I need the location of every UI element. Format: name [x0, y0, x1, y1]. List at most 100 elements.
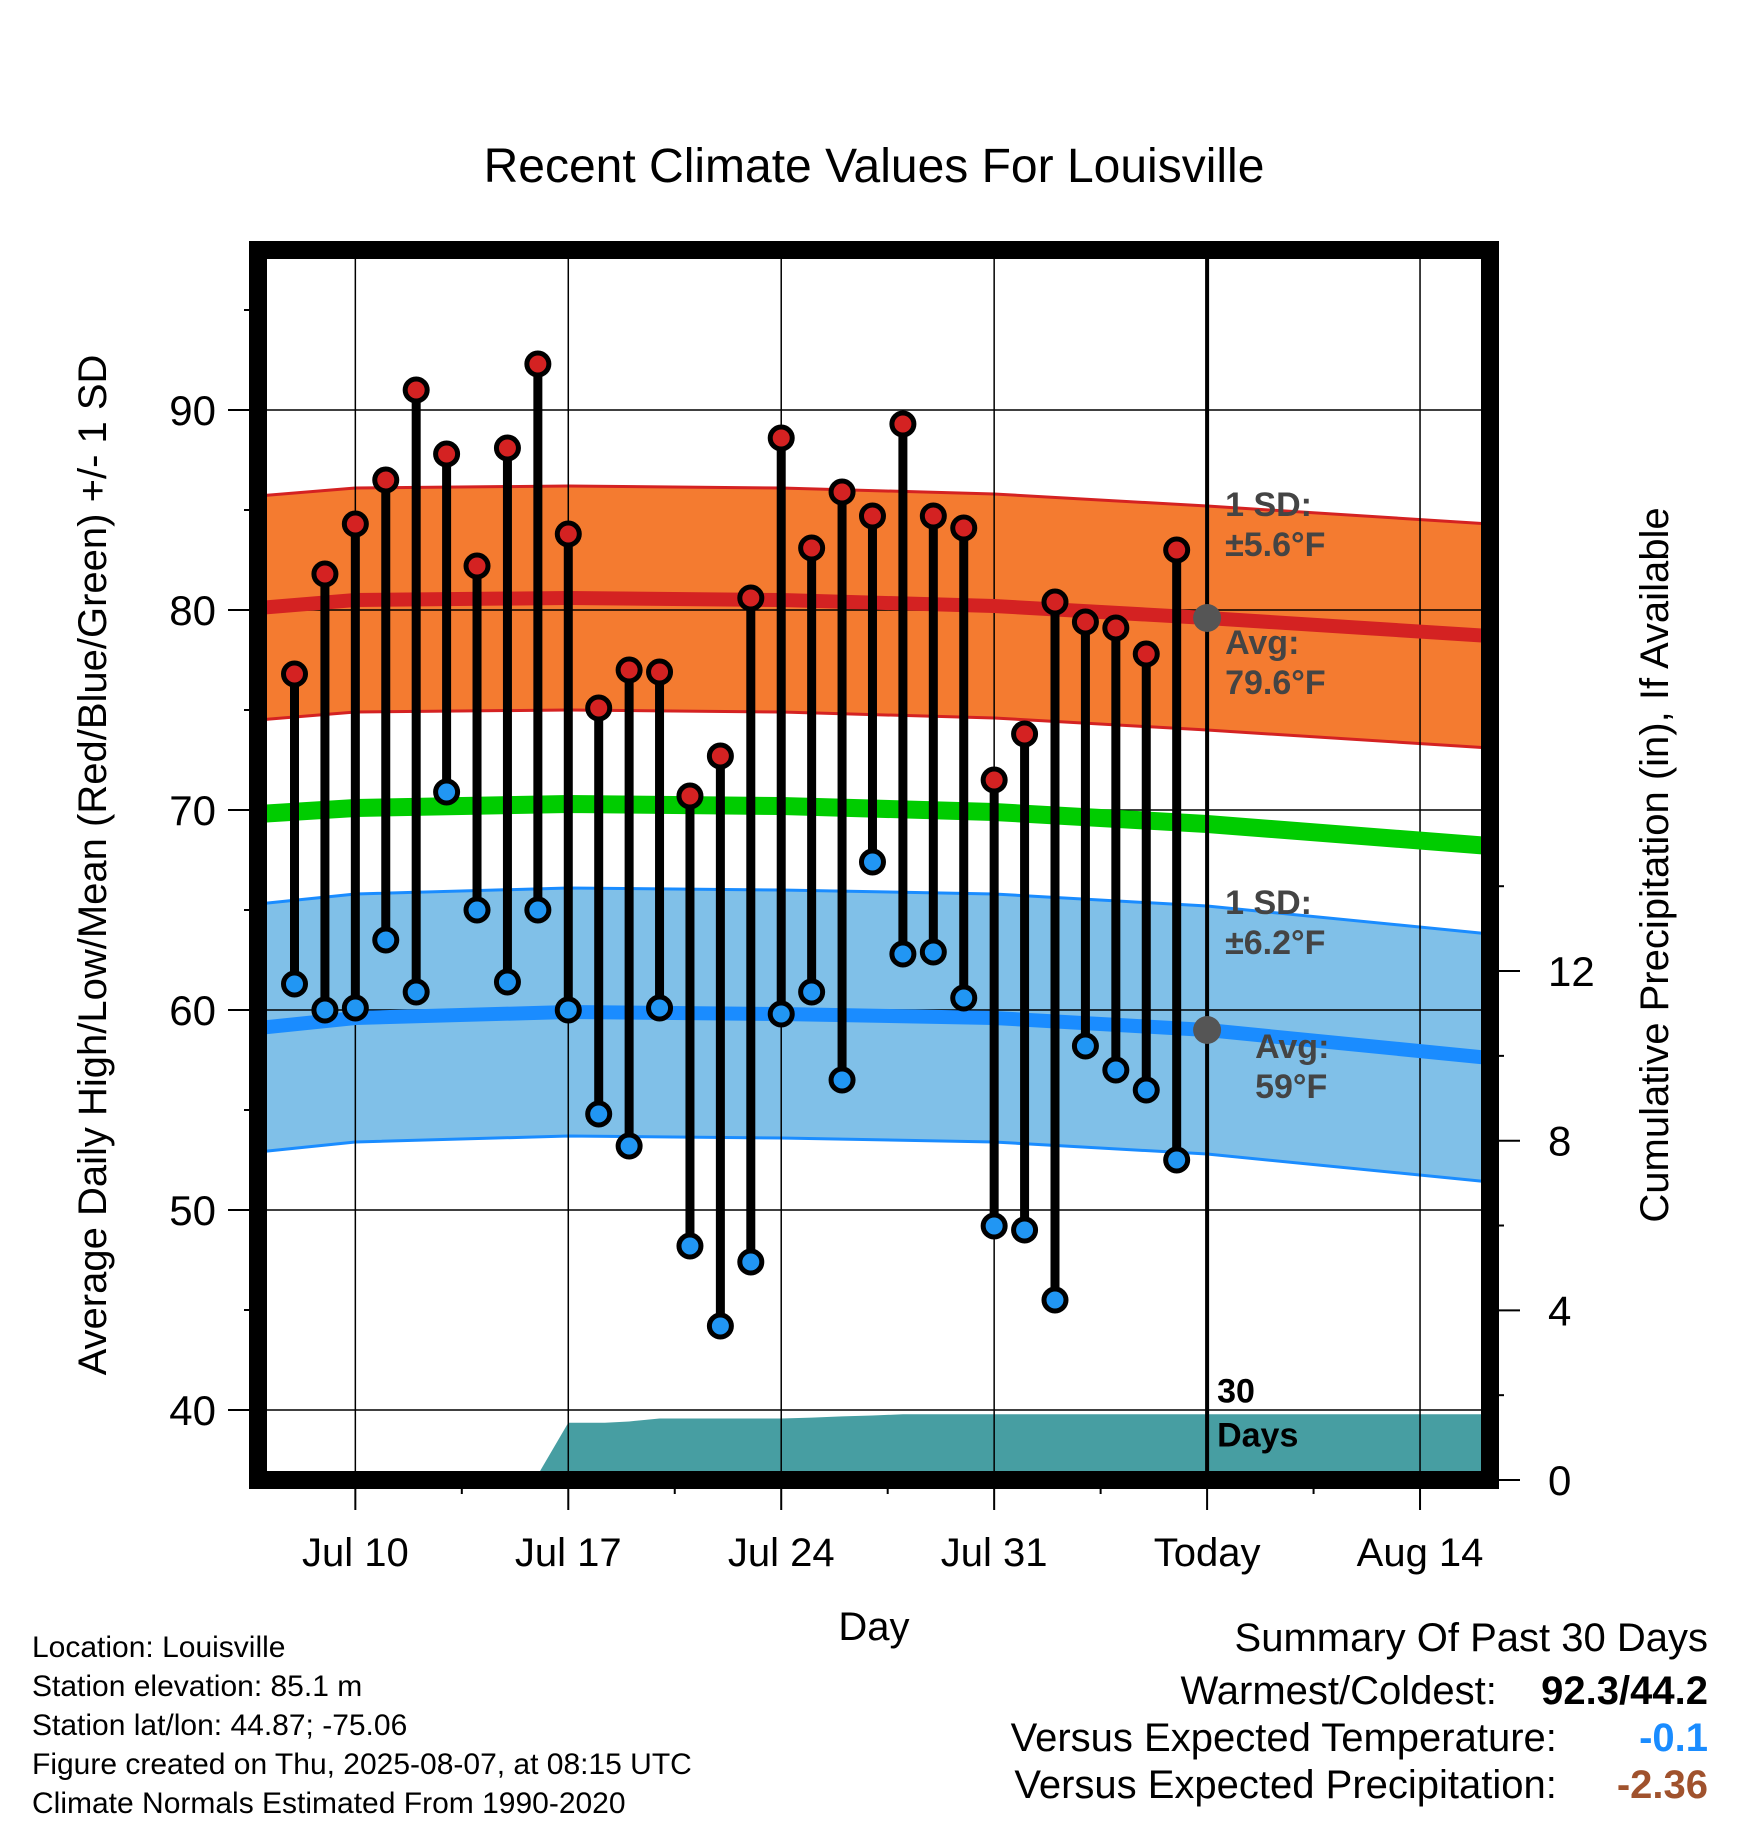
high-point — [463, 552, 491, 580]
high-point — [1041, 588, 1069, 616]
low-point — [1132, 1076, 1160, 1104]
summary-temp-value: -0.1 — [1639, 1716, 1708, 1760]
summary-precip-row: Versus Expected Precipitation: -2.36 — [1011, 1763, 1708, 1808]
annotation-high-avg-line: 79.6°F — [1225, 664, 1326, 702]
info-created: Figure created on Thu, 2025-08-07, at 08… — [32, 1748, 692, 1781]
low-point — [341, 994, 369, 1022]
low-point — [828, 1066, 856, 1094]
high-point — [1102, 614, 1130, 642]
low-point — [281, 970, 309, 998]
annotation-high-sd-line: 1 SD: — [1225, 486, 1312, 524]
annotation-days-line: 30 — [1217, 1372, 1255, 1410]
low-point — [1163, 1146, 1191, 1174]
high-point — [980, 766, 1008, 794]
high-point — [919, 502, 947, 530]
y-tick-label: 70 — [169, 787, 216, 834]
y-tick-label: 60 — [169, 987, 216, 1034]
high-point — [1071, 608, 1099, 636]
low-point — [1041, 1286, 1069, 1314]
annotation-low-avg-line: 59°F — [1255, 1068, 1327, 1106]
today-avg-low-marker — [1193, 1016, 1222, 1044]
x-tick-label: Jul 31 — [941, 1531, 1048, 1575]
low-point — [737, 1248, 765, 1276]
high-point — [889, 410, 917, 438]
x-tick-label: Jul 17 — [515, 1531, 622, 1575]
precip-area — [258, 1414, 1490, 1480]
summary-title: Summary Of Past 30 Days — [1234, 1616, 1708, 1660]
low-point — [433, 778, 461, 806]
summary-precip-label: Versus Expected Precipitation: — [1014, 1763, 1557, 1807]
low-point — [767, 1000, 795, 1028]
low-point — [858, 848, 886, 876]
low-point — [311, 996, 339, 1024]
low-point — [615, 1132, 643, 1160]
x-axis-label: Day — [838, 1605, 909, 1649]
today-avg-high-marker — [1193, 604, 1222, 632]
info-elevation: Station elevation: 85.1 m — [32, 1670, 363, 1703]
low-point — [463, 896, 491, 924]
high-point — [281, 660, 309, 688]
low-point — [493, 968, 521, 996]
summary-panel: Summary Of Past 30 Days Warmest/Coldest:… — [1011, 1616, 1708, 1808]
precip-tick-label: 0 — [1548, 1457, 1571, 1504]
annotation-low-avg: Avg: 59°F — [1255, 1028, 1329, 1106]
info-location: Location: Louisville — [32, 1631, 286, 1664]
high-point — [828, 478, 856, 506]
annotation-low-sd-line: 1 SD: — [1225, 884, 1312, 922]
low-point — [646, 994, 674, 1022]
high-point — [767, 424, 795, 452]
summary-temp-label: Versus Expected Temperature: — [1010, 1716, 1557, 1760]
high-point — [493, 434, 521, 462]
high-point — [311, 560, 339, 588]
low-point — [402, 978, 430, 1006]
annotation-high-avg: Avg: 79.6°F — [1225, 624, 1326, 702]
summary-warmest-label: Warmest/Coldest: — [1180, 1669, 1497, 1713]
annotation-low-sd: 1 SD: ±6.2°F — [1225, 884, 1325, 962]
low-point — [585, 1100, 613, 1128]
high-point — [524, 350, 552, 378]
summary-precip-value: -2.36 — [1616, 1763, 1708, 1807]
high-point — [585, 694, 613, 722]
annotation-low-sd-line: ±6.2°F — [1225, 924, 1325, 962]
high-point — [798, 534, 826, 562]
high-point — [433, 440, 461, 468]
low-point — [798, 978, 826, 1006]
annotation-days-line: Days — [1217, 1416, 1298, 1454]
low-point — [524, 896, 552, 924]
low-point — [1011, 1216, 1039, 1244]
low-point — [919, 938, 947, 966]
station-info: Location: Louisville Station elevation: … — [32, 1628, 692, 1823]
low-point — [706, 1312, 734, 1340]
high-point — [615, 656, 643, 684]
precip-tick-label: 12 — [1548, 948, 1595, 995]
y-tick-label: 90 — [169, 387, 216, 434]
high-point — [554, 520, 582, 548]
annotation-high-sd: 1 SD: ±5.6°F — [1225, 486, 1325, 564]
y-tick-label: 80 — [169, 587, 216, 634]
low-point — [980, 1212, 1008, 1240]
high-point — [950, 514, 978, 542]
high-point — [372, 466, 400, 494]
chart-title: Recent Climate Values For Louisville — [484, 140, 1265, 193]
annotation-high-sd-line: ±5.6°F — [1225, 526, 1325, 564]
info-normals: Climate Normals Estimated From 1990-2020 — [32, 1787, 626, 1820]
high-point — [1163, 536, 1191, 564]
high-point — [341, 510, 369, 538]
low-point — [554, 996, 582, 1024]
summary-temp-row: Versus Expected Temperature: -0.1 — [1011, 1716, 1708, 1761]
low-point — [676, 1232, 704, 1260]
annotation-high-avg-line: Avg: — [1225, 624, 1299, 662]
high-point — [706, 742, 734, 770]
high-point — [858, 502, 886, 530]
x-tick-label: Aug 14 — [1357, 1531, 1484, 1575]
low-point — [372, 926, 400, 954]
y-tick-label: 50 — [169, 1187, 216, 1234]
y-axis-label: Average Daily High/Low/Mean (Red/Blue/Gr… — [71, 355, 115, 1376]
info-latlon: Station lat/lon: 44.87; -75.06 — [32, 1709, 408, 1742]
low-point — [1071, 1032, 1099, 1060]
high-point — [676, 782, 704, 810]
precip-tick-label: 8 — [1548, 1118, 1571, 1165]
plot-frame — [249, 241, 1499, 1489]
high-point — [646, 658, 674, 686]
